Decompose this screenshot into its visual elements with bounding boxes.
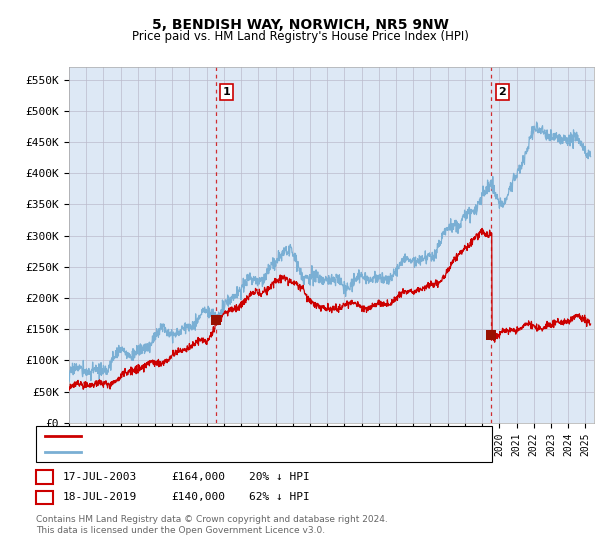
Text: HPI: Average price, detached house, Norwich: HPI: Average price, detached house, Norw… bbox=[87, 447, 356, 457]
Text: 62% ↓ HPI: 62% ↓ HPI bbox=[249, 492, 310, 502]
Text: 20% ↓ HPI: 20% ↓ HPI bbox=[249, 472, 310, 482]
Text: £164,000: £164,000 bbox=[171, 472, 225, 482]
Text: This data is licensed under the Open Government Licence v3.0.: This data is licensed under the Open Gov… bbox=[36, 526, 325, 535]
Text: 5, BENDISH WAY, NORWICH, NR5 9NW (detached house): 5, BENDISH WAY, NORWICH, NR5 9NW (detach… bbox=[87, 431, 393, 441]
Text: 18-JUL-2019: 18-JUL-2019 bbox=[63, 492, 137, 502]
Text: 5, BENDISH WAY, NORWICH, NR5 9NW: 5, BENDISH WAY, NORWICH, NR5 9NW bbox=[152, 18, 448, 32]
Text: £140,000: £140,000 bbox=[171, 492, 225, 502]
Text: 17-JUL-2003: 17-JUL-2003 bbox=[63, 472, 137, 482]
Text: 1: 1 bbox=[41, 472, 48, 482]
Text: 1: 1 bbox=[223, 87, 230, 97]
Text: 2: 2 bbox=[41, 492, 48, 502]
Text: 2: 2 bbox=[498, 87, 506, 97]
Text: Contains HM Land Registry data © Crown copyright and database right 2024.: Contains HM Land Registry data © Crown c… bbox=[36, 515, 388, 524]
Text: Price paid vs. HM Land Registry's House Price Index (HPI): Price paid vs. HM Land Registry's House … bbox=[131, 30, 469, 43]
